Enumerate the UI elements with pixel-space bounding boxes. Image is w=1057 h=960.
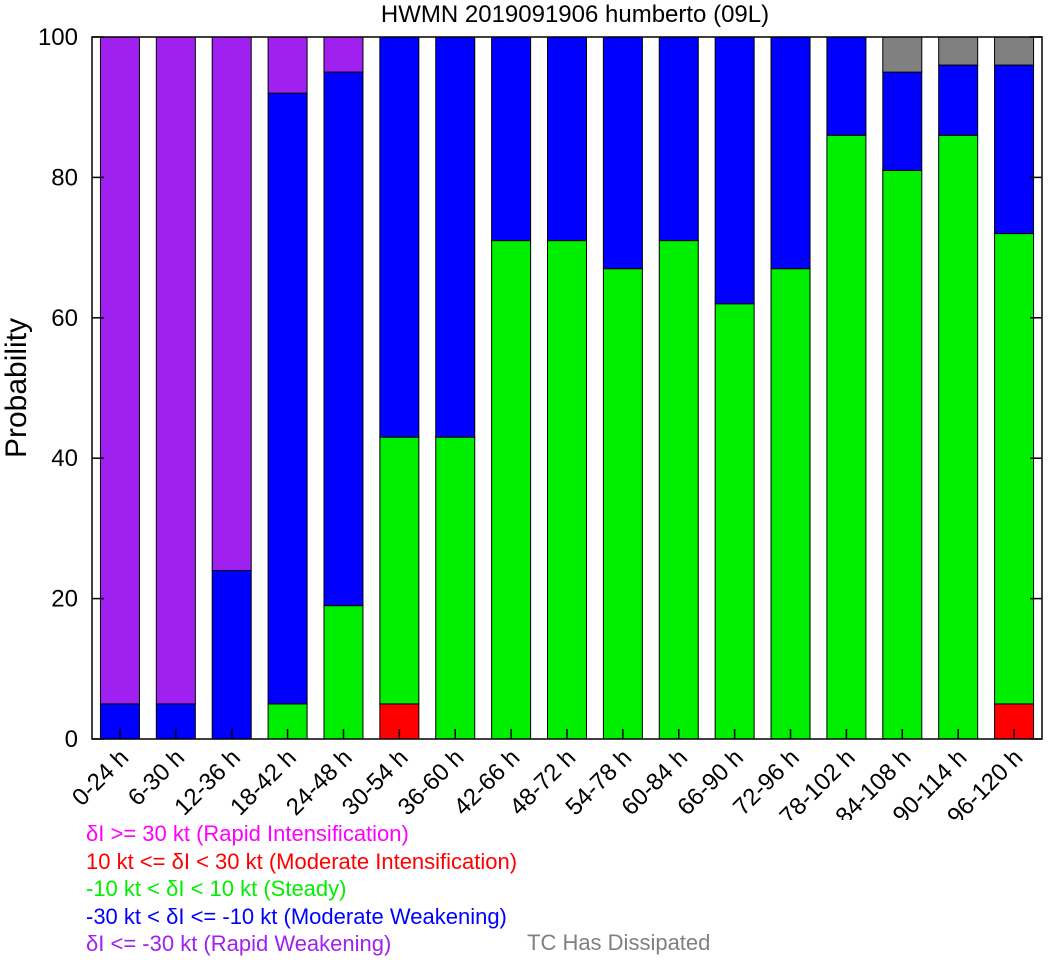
legend-moderate-weakening: -30 kt < δI <= -10 kt (Moderate Weakenin…: [86, 903, 507, 929]
bar-moderate-weakening-36-60h: [435, 36, 476, 438]
bar-steady-96-120h: [994, 233, 1035, 705]
y-tick-label: 80: [51, 164, 78, 191]
bar-moderate-weakening-72-96h: [770, 36, 811, 270]
bar-moderate-weakening-66-90h: [714, 36, 755, 305]
bar-dissipated-96-120h: [994, 36, 1035, 66]
stacked-bar-chart: HWMN 2019091906 humberto (09L) Probabili…: [0, 1, 1043, 820]
y-tick-label: 20: [51, 586, 78, 613]
bar-rapid-weakening-6-30h: [155, 36, 196, 705]
bar-steady-30-54h: [379, 436, 420, 705]
legend-rapid-weakening: δI <= -30 kt (Rapid Weakening): [86, 931, 392, 956]
bar-steady-48-72h: [547, 240, 587, 740]
y-tick-label: 40: [51, 445, 78, 472]
bar-steady-78-102h: [826, 134, 867, 740]
bar-steady-60-84h: [658, 240, 699, 740]
bar-moderate-weakening-12-36h: [211, 570, 252, 740]
bar-steady-72-96h: [770, 268, 811, 740]
bar-moderate-weakening-30-54h: [379, 36, 420, 438]
legend-dissipated: TC Has Dissipated: [527, 930, 711, 955]
bar-steady-84-108h: [882, 169, 923, 740]
bar-steady-24-48h: [323, 605, 364, 740]
x-ticks-group: 0-24 h6-30 h12-36 h18-42 h24-48 h30-54 h…: [67, 729, 1028, 820]
bar-dissipated-84-108h: [882, 36, 923, 73]
y-tick-label: 100: [38, 24, 78, 51]
y-ticks-group: 0 20 40 60 80 100: [38, 24, 1042, 753]
y-tick-label: 60: [51, 305, 78, 332]
bars-group: [99, 36, 1035, 740]
bar-moderate-weakening-78-102h: [826, 36, 867, 136]
bar-moderate-weakening-18-42h: [267, 92, 308, 705]
bar-rapid-weakening-0-24h: [99, 36, 140, 705]
y-tick-label: 0: [65, 726, 78, 753]
bar-steady-42-66h: [491, 240, 532, 740]
bar-rapid-weakening-12-36h: [211, 36, 252, 572]
legend: δI >= 30 kt (Rapid Intensification) 10 k…: [86, 820, 517, 958]
bar-steady-54-78h: [602, 268, 643, 740]
bar-steady-90-114h: [938, 134, 979, 740]
bar-rapid-weakening-18-42h: [267, 36, 308, 94]
bar-moderate-weakening-54-78h: [602, 36, 643, 270]
bar-dissipated-90-114h: [938, 36, 979, 66]
chart-title: HWMN 2019091906 humberto (09L): [381, 1, 769, 28]
bar-moderate-weakening-90-114h: [938, 64, 979, 136]
bar-moderate-weakening-84-108h: [882, 71, 923, 171]
bar-moderate-weakening-60-84h: [658, 36, 699, 242]
bar-moderate-weakening-96-120h: [994, 64, 1035, 235]
x-tick-label: 0-24 h: [67, 744, 134, 811]
bar-moderate-weakening-42-66h: [491, 36, 532, 242]
bar-rapid-weakening-24-48h: [323, 36, 364, 73]
legend-moderate-intensification: 10 kt <= δI < 30 kt (Moderate Intensific…: [86, 848, 518, 874]
legend-rapid-intensification: δI >= 30 kt (Rapid Intensification): [86, 821, 409, 846]
legend-steady: -10 kt < δI < 10 kt (Steady): [86, 876, 347, 901]
y-axis-label: Probability: [0, 318, 33, 458]
bar-moderate-weakening-24-48h: [323, 71, 364, 607]
bar-moderate-weakening-48-72h: [547, 36, 587, 242]
bar-steady-66-90h: [714, 303, 755, 740]
bar-steady-36-60h: [435, 436, 476, 740]
